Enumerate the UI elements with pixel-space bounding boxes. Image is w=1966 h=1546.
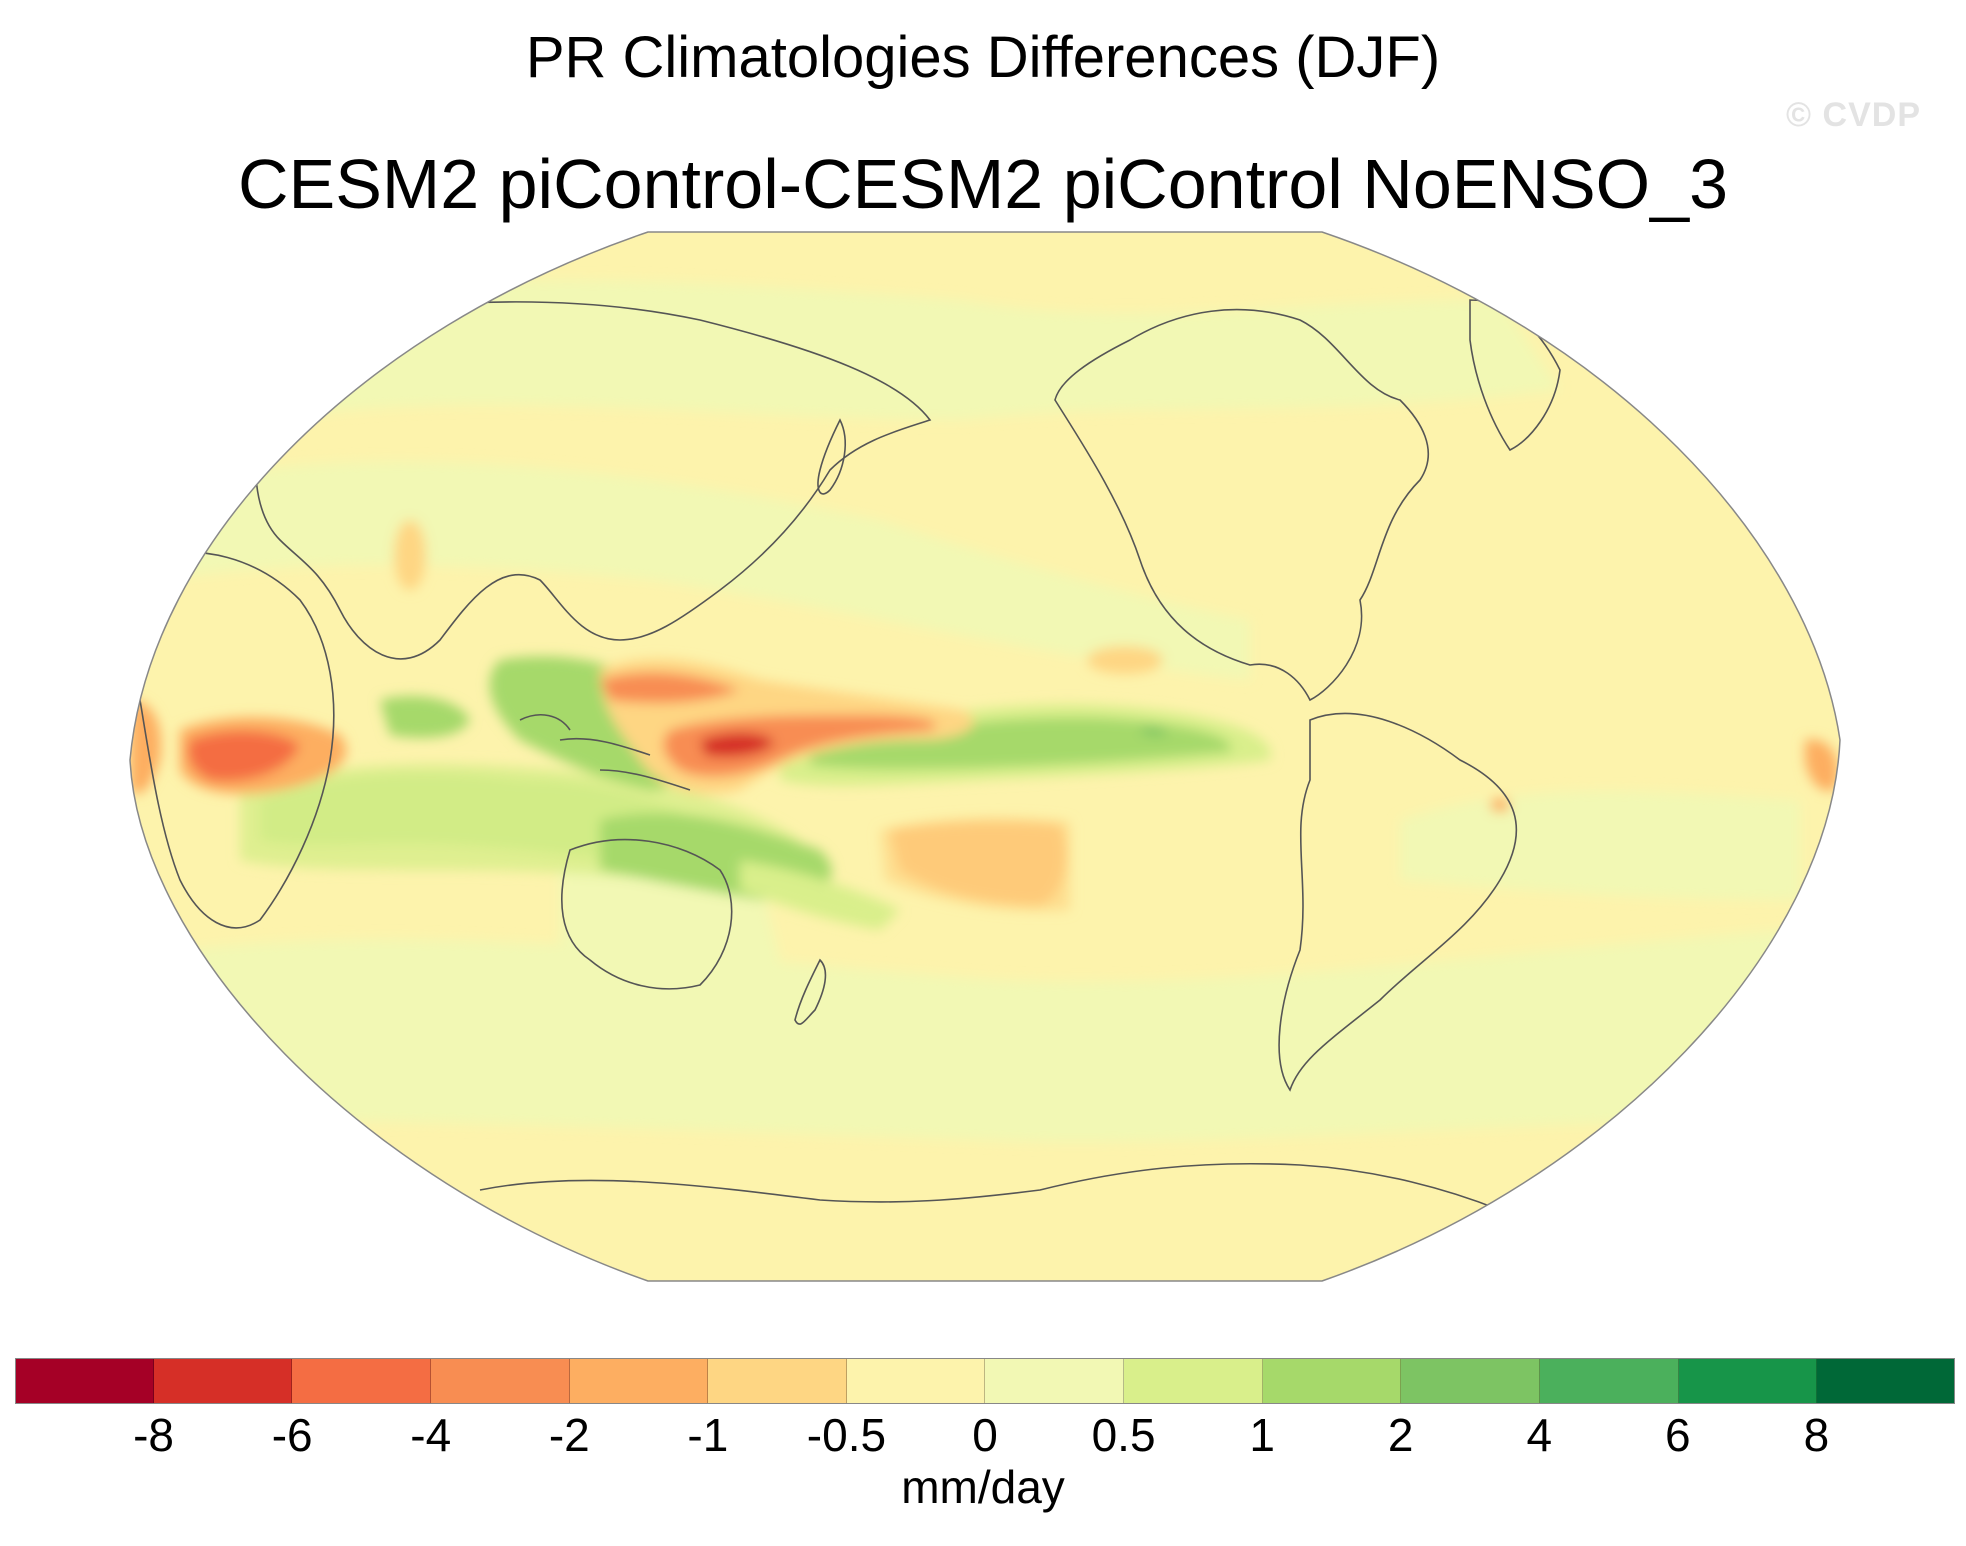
east-pacific-dry-spot	[1087, 646, 1163, 674]
anomaly-fills	[130, 280, 1839, 1143]
colorbar-tick-label: -2	[548, 1409, 590, 1461]
colorbar-tick-label: 0.5	[1091, 1409, 1156, 1461]
west-pacific-dry-mid	[600, 672, 740, 703]
atlantic-dry-edge	[1805, 739, 1839, 791]
colorbar-tick-label: 0	[972, 1409, 998, 1461]
colorbar-swatch	[430, 1358, 570, 1404]
colorbar	[15, 1358, 1955, 1404]
japan-coast	[817, 418, 846, 495]
colorbar-swatch	[292, 1358, 431, 1404]
colorbar-units: mm/day	[901, 1461, 1065, 1513]
colorbar-tick-label: 1	[1249, 1409, 1275, 1461]
eurasia-coast	[249, 301, 932, 660]
southern-band	[180, 930, 1790, 1143]
west-pacific-dry-core	[700, 732, 775, 757]
north-america-coast	[1054, 308, 1430, 702]
colorbar-tick-label: -4	[410, 1409, 452, 1461]
maritime-islands	[519, 714, 691, 791]
colorbar-tick-label: 8	[1803, 1409, 1830, 1461]
map-outline	[129, 231, 1841, 1282]
watermark: © CVDP	[1786, 96, 1921, 134]
plot-title: PR Climatologies Differences (DJF)	[525, 25, 1441, 90]
new-zealand-coast	[794, 958, 827, 1025]
australia-coast	[561, 838, 733, 990]
colorbar-swatch	[1817, 1358, 1955, 1404]
colorbar-swatch	[708, 1358, 847, 1404]
colorbar-swatch	[846, 1358, 986, 1404]
colorbar-swatch	[1540, 1358, 1679, 1404]
spcz-wet	[740, 860, 900, 930]
colorbar-swatch	[1401, 1358, 1541, 1404]
south-atlantic-band	[1400, 791, 1800, 900]
colorbar-tick-label: 2	[1387, 1409, 1414, 1461]
antarctica-coast	[479, 1162, 1501, 1211]
equatorial-pacific-wet-core	[1140, 727, 1167, 736]
north-wet-band	[220, 280, 1560, 430]
colorbar-tick-label: 4	[1526, 1409, 1553, 1461]
africa-coast	[139, 551, 335, 929]
colorbar-swatch	[1678, 1358, 1818, 1404]
colorbar-swatch	[153, 1358, 293, 1404]
coastlines	[139, 299, 1561, 1211]
colorbar-swatch	[569, 1358, 709, 1404]
south-america-coast	[1278, 712, 1518, 1092]
colorbar-tick-label: -6	[271, 1409, 313, 1461]
indochina-wet	[380, 696, 470, 738]
west-pacific-dry-anomaly	[663, 715, 937, 777]
east-africa-dry-anomaly	[188, 730, 300, 781]
plot-subtitle: CESM2 piControl-CESM2 piControl NoENSO_3	[238, 145, 1728, 223]
equatorial-pacific-wet-anomaly	[810, 717, 1232, 770]
colorbar-tick-label: -8	[133, 1409, 175, 1461]
colorbar-swatch	[1262, 1358, 1402, 1404]
west-africa-dry-edge	[130, 700, 161, 794]
colorbar-swatch	[1124, 1358, 1263, 1404]
mid-north-band	[160, 461, 1250, 680]
asia-dry-streak	[394, 520, 426, 590]
south-pacific-dry-outer	[880, 817, 1070, 911]
brazil-dry-spot	[1490, 798, 1510, 812]
colorbar-swatch	[985, 1358, 1125, 1404]
colorbar-swatch	[15, 1358, 154, 1404]
colorbar-tick-label: 6	[1665, 1409, 1691, 1461]
colorbar-tick-label: -1	[687, 1409, 729, 1461]
colorbar-tick-label: -0.5	[806, 1409, 887, 1461]
